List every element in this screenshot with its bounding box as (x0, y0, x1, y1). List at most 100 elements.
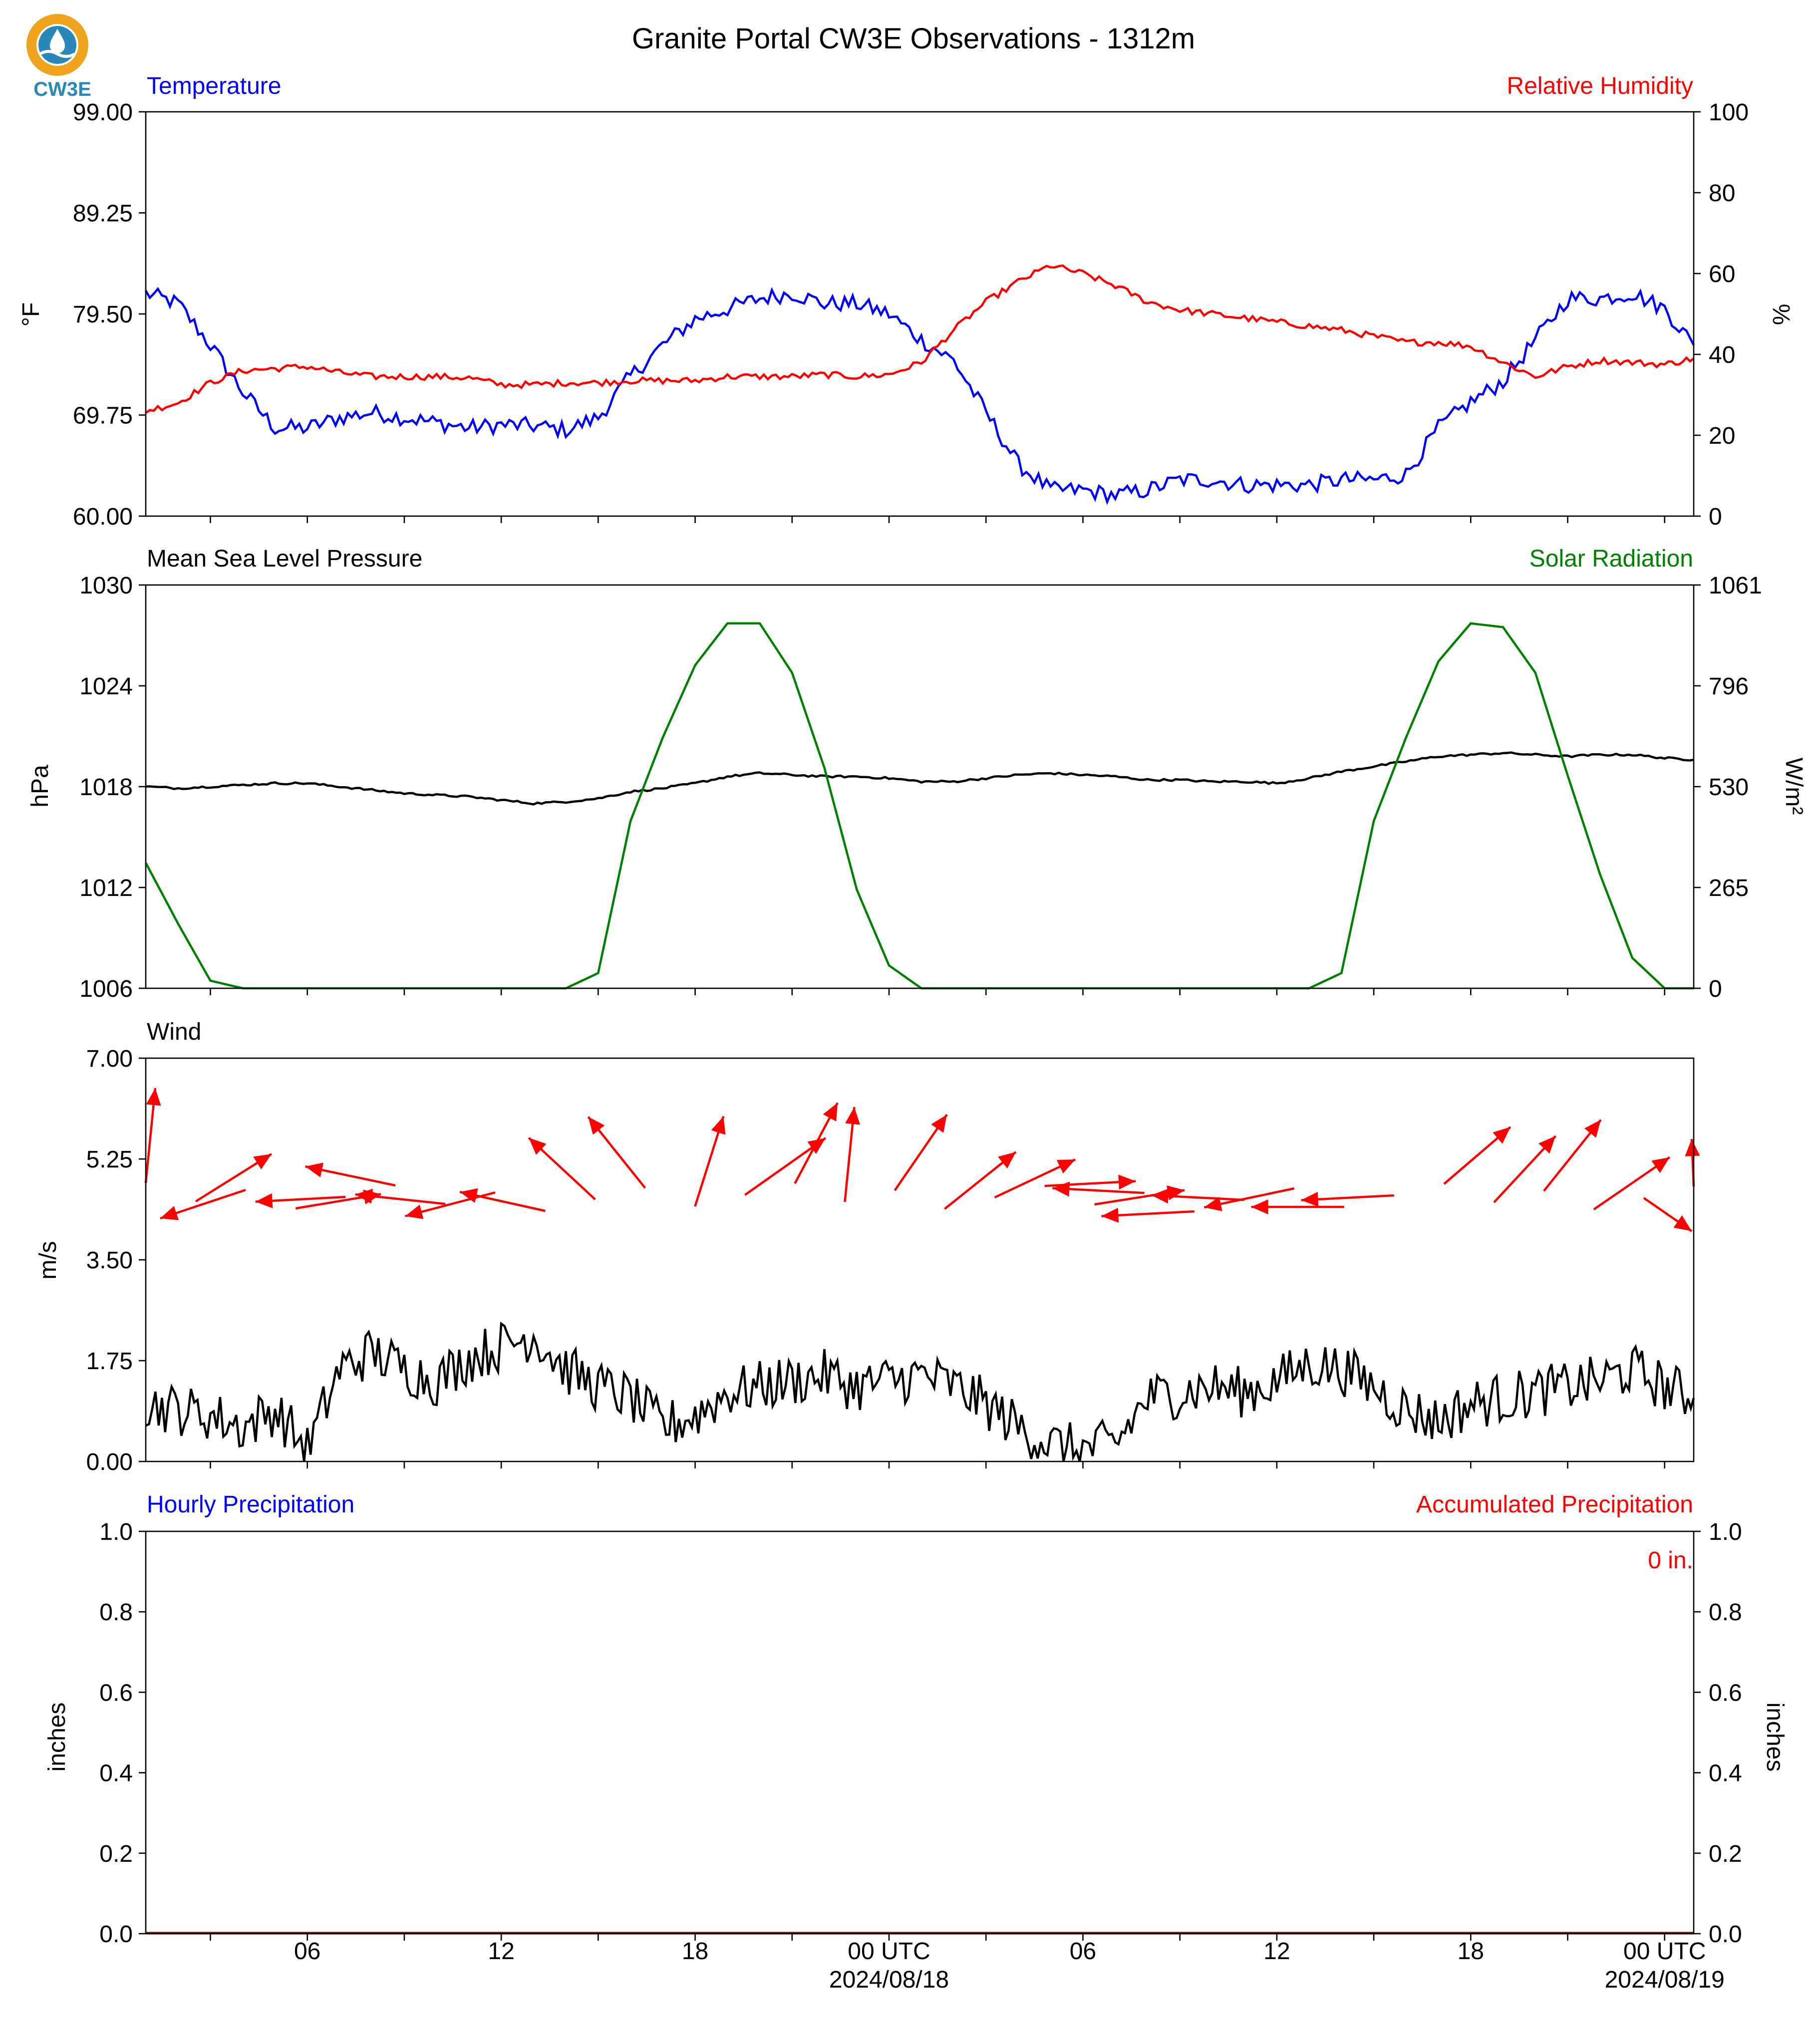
wind-arrow-head (1673, 1215, 1692, 1231)
panel-precipitation: Hourly Precipitation Accumulated Precipi… (44, 1491, 1788, 1993)
y-tick-label: 0.8 (99, 1599, 133, 1626)
plot-frame (145, 1057, 1695, 1462)
wind-arrow-head (146, 1088, 161, 1106)
y-tick-label: 1018 (79, 774, 133, 801)
relative-humidity-label: Relative Humidity (1507, 73, 1693, 99)
wind-arrow-head (1651, 1157, 1670, 1173)
temperature-label: Temperature (147, 73, 281, 99)
y-tick-label: 79.50 (73, 301, 133, 328)
y-tick-label: 0.00 (86, 1449, 133, 1475)
y-tick-label: 1012 (79, 875, 133, 901)
y-tick-label: 265 (1709, 875, 1749, 901)
wind-speed-line (145, 1321, 1695, 1462)
wind-arrow-head (1056, 1159, 1076, 1174)
wind-arrow-head (931, 1115, 947, 1133)
y-ticks-temperature: 99.00 89.25 79.50 69.75 60.00 (73, 99, 146, 530)
x-tick-label: 00 UTC (848, 1938, 930, 1965)
wind-arrow-head (807, 1138, 826, 1154)
solar-radiation-line (145, 622, 1694, 990)
y-tick-label: 0.6 (99, 1680, 133, 1706)
y-tick-label: 0.8 (1709, 1599, 1742, 1626)
wind-arrow-head (588, 1117, 605, 1135)
y-tick-label: 796 (1709, 673, 1749, 700)
logo-text: CW3E (33, 78, 91, 100)
wind-arrow-head (1151, 1188, 1169, 1204)
y-tick-label: 0.2 (1709, 1841, 1742, 1867)
y-ticks-solar: 1061 796 530 265 0 (1694, 573, 1762, 1002)
wind-arrow-head (1538, 1136, 1556, 1154)
y-tick-label: 0.6 (1709, 1680, 1742, 1706)
panel-wind: Wind m/s 7.00 5.25 3.50 1.75 0.00 (35, 1019, 1700, 1475)
x-ticks (210, 1934, 1666, 1941)
y-tick-label: 1061 (1709, 573, 1762, 599)
x-tick-label: 12 (1263, 1938, 1290, 1965)
pressure-line (145, 751, 1694, 806)
y-tick-label: 0 (1709, 504, 1722, 530)
wind-arrow-head (529, 1138, 547, 1155)
solar-radiation-label: Solar Radiation (1529, 546, 1693, 572)
wind-arrow-head (998, 1152, 1016, 1168)
wind-arrow-head (1493, 1127, 1511, 1144)
pressure-label: Mean Sea Level Pressure (147, 546, 422, 572)
wind-arrow-head (1052, 1181, 1070, 1197)
chart-title: Granite Portal CW3E Observations - 1312m (632, 22, 1195, 55)
y-tick-label: 3.50 (86, 1247, 133, 1274)
y-tick-label: 1.0 (99, 1519, 133, 1545)
wind-arrow-head (1251, 1199, 1268, 1214)
wind-arrow-head (1204, 1196, 1222, 1211)
y-tick-label: 100 (1709, 99, 1749, 126)
date-label: 2024/08/19 (1605, 1967, 1725, 1993)
y-tick-label: 40 (1709, 342, 1735, 368)
cw3e-logo: CW3E (26, 14, 91, 100)
x-tick-label: 12 (488, 1938, 514, 1965)
y-tick-label: 60.00 (73, 504, 133, 530)
wind-direction-arrows (144, 1088, 1700, 1232)
y-tick-label: 20 (1709, 423, 1735, 449)
wind-arrow-head (1584, 1120, 1601, 1138)
y-tick-label: 0.0 (99, 1921, 133, 1948)
y-tick-label: 0.2 (99, 1841, 133, 1867)
x-tick-labels: 06 12 18 00 UTC 06 12 18 00 UTC (294, 1938, 1706, 1965)
y-ticks-hourly-precip: 1.0 0.8 0.6 0.4 0.2 0.0 (99, 1519, 146, 1948)
x-ticks (210, 1461, 1666, 1468)
y-label-temperature: °F (18, 302, 44, 327)
relative-humidity-line (145, 264, 1695, 414)
y-label-pressure: hPa (27, 765, 53, 808)
y-label-hourly-precip: inches (44, 1703, 70, 1772)
y-tick-label: 0.4 (99, 1760, 133, 1787)
plot-frame (145, 584, 1695, 989)
y-tick-label: 530 (1709, 774, 1749, 801)
panel-pressure-solar: Mean Sea Level Pressure Solar Radiation … (27, 546, 1807, 1002)
y-tick-label: 1.0 (1709, 1519, 1742, 1545)
y-tick-label: 7.00 (86, 1046, 133, 1072)
y-label-solar: W/m² (1781, 758, 1807, 815)
x-ticks (210, 988, 1666, 995)
logo-wave-icon (39, 50, 76, 58)
x-ticks (210, 516, 1666, 523)
y-ticks-accum-precip: 1.0 0.8 0.6 0.4 0.2 0.0 (1694, 1519, 1742, 1948)
date-labels: 2024/08/18 2024/08/19 (829, 1967, 1725, 1993)
wind-arrow-head (160, 1206, 179, 1220)
plot-frame (145, 111, 1695, 517)
y-label-wind: m/s (35, 1241, 61, 1279)
wind-arrow-head (460, 1188, 478, 1203)
wind-arrow-head (1685, 1139, 1700, 1157)
y-ticks-wind: 7.00 5.25 3.50 1.75 0.00 (86, 1046, 146, 1475)
wind-label: Wind (147, 1019, 201, 1045)
wind-arrow-head (355, 1188, 373, 1204)
y-tick-label: 1030 (79, 573, 133, 599)
y-tick-label: 60 (1709, 261, 1735, 288)
wind-arrow-head (255, 1193, 273, 1208)
plot-frame (145, 1530, 1695, 1935)
x-tick-label: 18 (682, 1938, 708, 1965)
wind-arrow-head (305, 1162, 324, 1177)
wind-arrow-head (823, 1103, 838, 1122)
date-label: 2024/08/18 (829, 1967, 949, 1993)
y-tick-label: 99.00 (73, 99, 133, 126)
x-tick-label: 06 (1070, 1938, 1096, 1965)
y-tick-label: 80 (1709, 180, 1735, 207)
wind-arrow-head (253, 1154, 272, 1169)
logo-drop-icon (50, 29, 65, 53)
y-label-accum-precip: inches (1762, 1703, 1788, 1772)
x-tick-label: 06 (294, 1938, 320, 1965)
